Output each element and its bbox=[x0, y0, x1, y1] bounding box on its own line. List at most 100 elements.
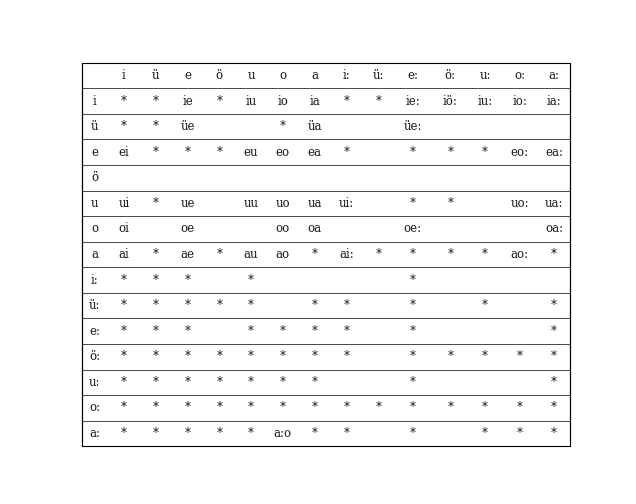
Text: *: * bbox=[248, 427, 254, 440]
Text: ö: ö bbox=[92, 171, 99, 184]
Text: *: * bbox=[312, 427, 318, 440]
Text: *: * bbox=[184, 376, 191, 389]
Text: *: * bbox=[551, 248, 557, 261]
Text: *: * bbox=[153, 197, 159, 210]
Text: *: * bbox=[248, 401, 254, 414]
Text: i: i bbox=[93, 95, 97, 108]
Text: *: * bbox=[312, 248, 318, 261]
Text: ao: ao bbox=[276, 248, 290, 261]
Text: *: * bbox=[551, 427, 557, 440]
Text: *: * bbox=[410, 325, 416, 338]
Text: ua: ua bbox=[307, 197, 322, 210]
Text: o: o bbox=[92, 222, 99, 235]
Text: *: * bbox=[312, 299, 318, 312]
Text: *: * bbox=[248, 325, 254, 338]
Text: ö: ö bbox=[216, 69, 223, 82]
Text: ua:: ua: bbox=[545, 197, 563, 210]
Text: oi: oi bbox=[118, 222, 129, 235]
Text: *: * bbox=[153, 299, 159, 312]
Text: *: * bbox=[516, 401, 523, 414]
Text: *: * bbox=[121, 350, 127, 363]
Text: eo: eo bbox=[276, 146, 290, 159]
Text: ao:: ao: bbox=[511, 248, 529, 261]
Text: uo: uo bbox=[275, 197, 290, 210]
Text: o: o bbox=[279, 69, 286, 82]
Text: *: * bbox=[312, 376, 318, 389]
Text: *: * bbox=[248, 350, 254, 363]
Text: e:: e: bbox=[90, 325, 100, 338]
Text: e: e bbox=[184, 69, 191, 82]
Text: *: * bbox=[184, 299, 191, 312]
Text: *: * bbox=[153, 146, 159, 159]
Text: *: * bbox=[121, 376, 127, 389]
Text: *: * bbox=[153, 248, 159, 261]
Text: *: * bbox=[248, 299, 254, 312]
Text: *: * bbox=[153, 95, 159, 108]
Text: *: * bbox=[216, 350, 223, 363]
Text: *: * bbox=[216, 376, 223, 389]
Text: *: * bbox=[121, 401, 127, 414]
Text: ue: ue bbox=[180, 197, 195, 210]
Text: *: * bbox=[153, 376, 159, 389]
Text: iu:: iu: bbox=[478, 95, 493, 108]
Text: ae: ae bbox=[181, 248, 195, 261]
Text: ia: ia bbox=[309, 95, 320, 108]
Text: eu: eu bbox=[244, 146, 258, 159]
Text: u: u bbox=[247, 69, 255, 82]
Text: *: * bbox=[153, 120, 159, 133]
Text: ai: ai bbox=[118, 248, 129, 261]
Text: *: * bbox=[516, 350, 523, 363]
Text: *: * bbox=[312, 350, 318, 363]
Text: io: io bbox=[277, 95, 288, 108]
Text: ia:: ia: bbox=[547, 95, 562, 108]
Text: *: * bbox=[375, 95, 382, 108]
Text: *: * bbox=[153, 427, 159, 440]
Text: *: * bbox=[184, 274, 191, 287]
Text: *: * bbox=[280, 120, 286, 133]
Text: o:: o: bbox=[514, 69, 525, 82]
Text: iö:: iö: bbox=[443, 95, 458, 108]
Text: a: a bbox=[311, 69, 318, 82]
Text: *: * bbox=[375, 401, 382, 414]
Text: *: * bbox=[447, 248, 453, 261]
Text: *: * bbox=[153, 325, 159, 338]
Text: ea: ea bbox=[308, 146, 322, 159]
Text: *: * bbox=[343, 95, 350, 108]
Text: *: * bbox=[516, 427, 523, 440]
Text: a: a bbox=[92, 248, 99, 261]
Text: *: * bbox=[153, 401, 159, 414]
Text: *: * bbox=[248, 376, 254, 389]
Text: iu: iu bbox=[245, 95, 257, 108]
Text: *: * bbox=[121, 274, 127, 287]
Text: *: * bbox=[343, 427, 350, 440]
Text: *: * bbox=[184, 325, 191, 338]
Text: *: * bbox=[184, 401, 191, 414]
Text: *: * bbox=[551, 376, 557, 389]
Text: *: * bbox=[216, 248, 223, 261]
Text: *: * bbox=[551, 350, 557, 363]
Text: *: * bbox=[216, 146, 223, 159]
Text: *: * bbox=[280, 376, 286, 389]
Text: *: * bbox=[410, 401, 416, 414]
Text: a:o: a:o bbox=[274, 427, 292, 440]
Text: uu: uu bbox=[244, 197, 259, 210]
Text: o:: o: bbox=[89, 401, 100, 414]
Text: *: * bbox=[184, 350, 191, 363]
Text: uo:: uo: bbox=[510, 197, 529, 210]
Text: *: * bbox=[184, 427, 191, 440]
Text: *: * bbox=[410, 299, 416, 312]
Text: au: au bbox=[244, 248, 258, 261]
Text: oe:: oe: bbox=[404, 222, 422, 235]
Text: *: * bbox=[121, 95, 127, 108]
Text: *: * bbox=[551, 299, 557, 312]
Text: *: * bbox=[482, 350, 488, 363]
Text: *: * bbox=[343, 325, 350, 338]
Text: *: * bbox=[343, 299, 350, 312]
Text: *: * bbox=[153, 274, 159, 287]
Text: i:: i: bbox=[343, 69, 350, 82]
Text: üe: üe bbox=[180, 120, 195, 133]
Text: ie: ie bbox=[182, 95, 193, 108]
Text: *: * bbox=[482, 146, 488, 159]
Text: *: * bbox=[280, 350, 286, 363]
Text: ö:: ö: bbox=[89, 350, 100, 363]
